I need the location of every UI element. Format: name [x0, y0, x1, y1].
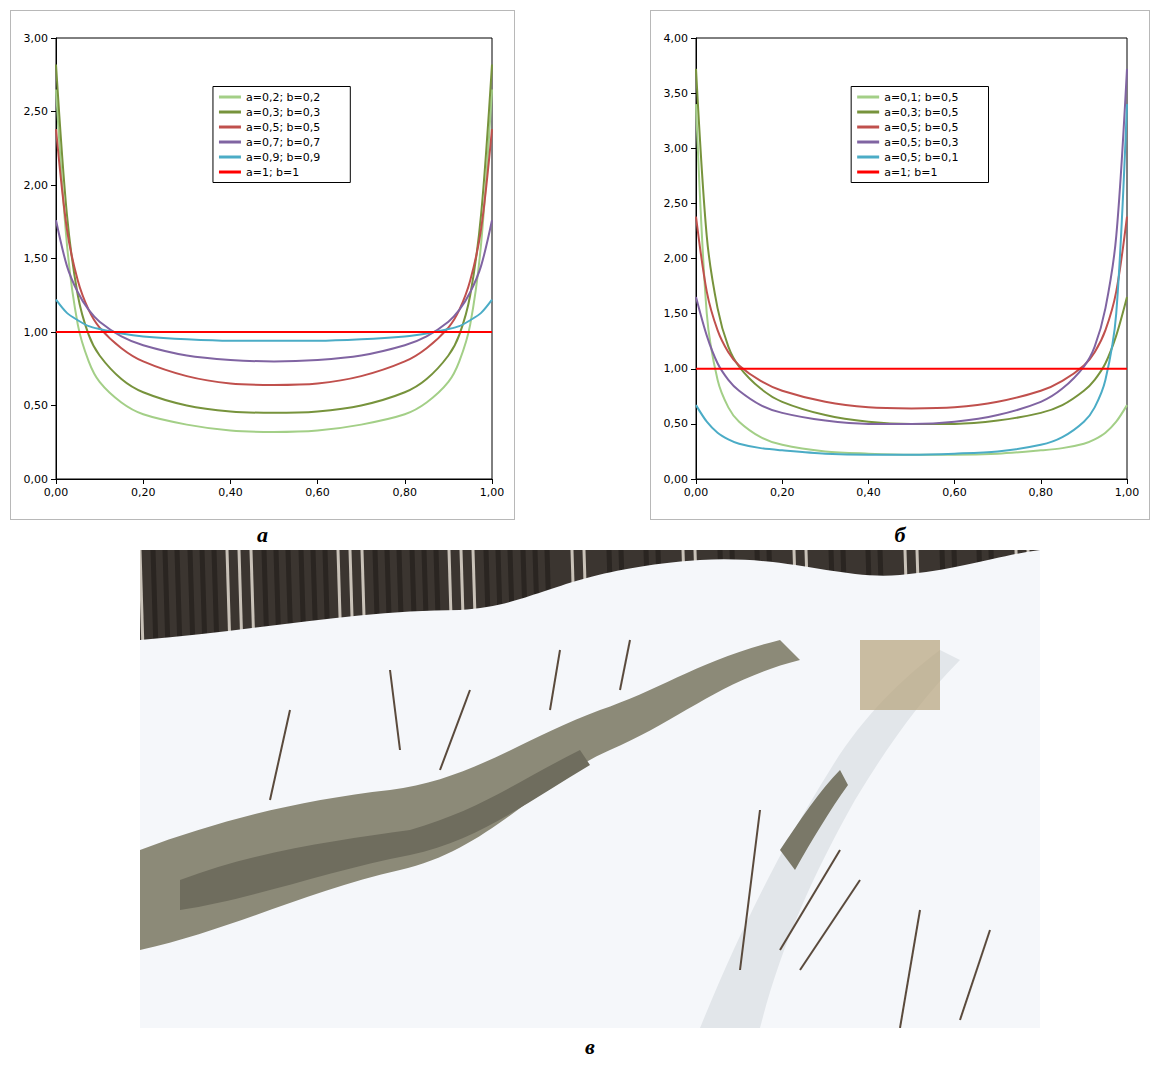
svg-text:0,80: 0,80 [1029, 486, 1054, 499]
svg-text:a=0,1; b=0,5: a=0,1; b=0,5 [884, 91, 958, 104]
svg-text:0,00: 0,00 [24, 473, 49, 486]
html-text:б: б [894, 522, 906, 547]
svg-text:0,40: 0,40 [856, 486, 881, 499]
svg-text:1,00: 1,00 [480, 486, 505, 499]
svg-text:4,00: 4,00 [664, 32, 689, 45]
svg-text:0,20: 0,20 [770, 486, 795, 499]
svg-text:1,50: 1,50 [24, 252, 49, 265]
svg-text:0,20: 0,20 [131, 486, 156, 499]
svg-text:1,00: 1,00 [1115, 486, 1140, 499]
svg-text:a=1; b=1: a=1; b=1 [884, 166, 937, 179]
svg-text:0,60: 0,60 [942, 486, 967, 499]
svg-text:3,00: 3,00 [24, 32, 49, 45]
svg-text:a=0,5; b=0,3: a=0,5; b=0,3 [884, 136, 958, 149]
svg-text:a=0,2; b=0,2: a=0,2; b=0,2 [246, 91, 320, 104]
svg-text:a=0,5; b=0,5: a=0,5; b=0,5 [246, 121, 320, 134]
html-text:в: в [585, 1034, 595, 1059]
svg-text:0,50: 0,50 [24, 399, 49, 412]
svg-text:0,40: 0,40 [218, 486, 243, 499]
svg-text:1,00: 1,00 [664, 362, 689, 375]
svg-text:2,00: 2,00 [24, 179, 49, 192]
svg-text:a=1; b=1: a=1; b=1 [246, 166, 299, 179]
svg-text:0,00: 0,00 [664, 473, 689, 486]
svg-text:a=0,3; b=0,5: a=0,3; b=0,5 [884, 106, 958, 119]
svg-text:0,00: 0,00 [684, 486, 709, 499]
svg-text:2,50: 2,50 [664, 197, 689, 210]
svg-text:2,50: 2,50 [24, 105, 49, 118]
svg-text:1,00: 1,00 [24, 326, 49, 339]
svg-text:0,60: 0,60 [305, 486, 330, 499]
svg-text:0,00: 0,00 [44, 486, 69, 499]
svg-text:0,80: 0,80 [393, 486, 418, 499]
svg-text:2,00: 2,00 [664, 252, 689, 265]
svg-text:1,50: 1,50 [664, 307, 689, 320]
svg-text:a=0,5; b=0,1: a=0,5; b=0,1 [884, 151, 958, 164]
svg-text:0,50: 0,50 [664, 417, 689, 430]
svg-text:a=0,7; b=0,7: a=0,7; b=0,7 [246, 136, 320, 149]
html-text:а: а [257, 522, 268, 547]
svg-text:3,00: 3,00 [664, 142, 689, 155]
svg-text:a=0,5; b=0,5: a=0,5; b=0,5 [884, 121, 958, 134]
svg-text:a=0,9; b=0,9: a=0,9; b=0,9 [246, 151, 320, 164]
svg-text:3,50: 3,50 [664, 87, 689, 100]
svg-text:a=0,3; b=0,3: a=0,3; b=0,3 [246, 106, 320, 119]
